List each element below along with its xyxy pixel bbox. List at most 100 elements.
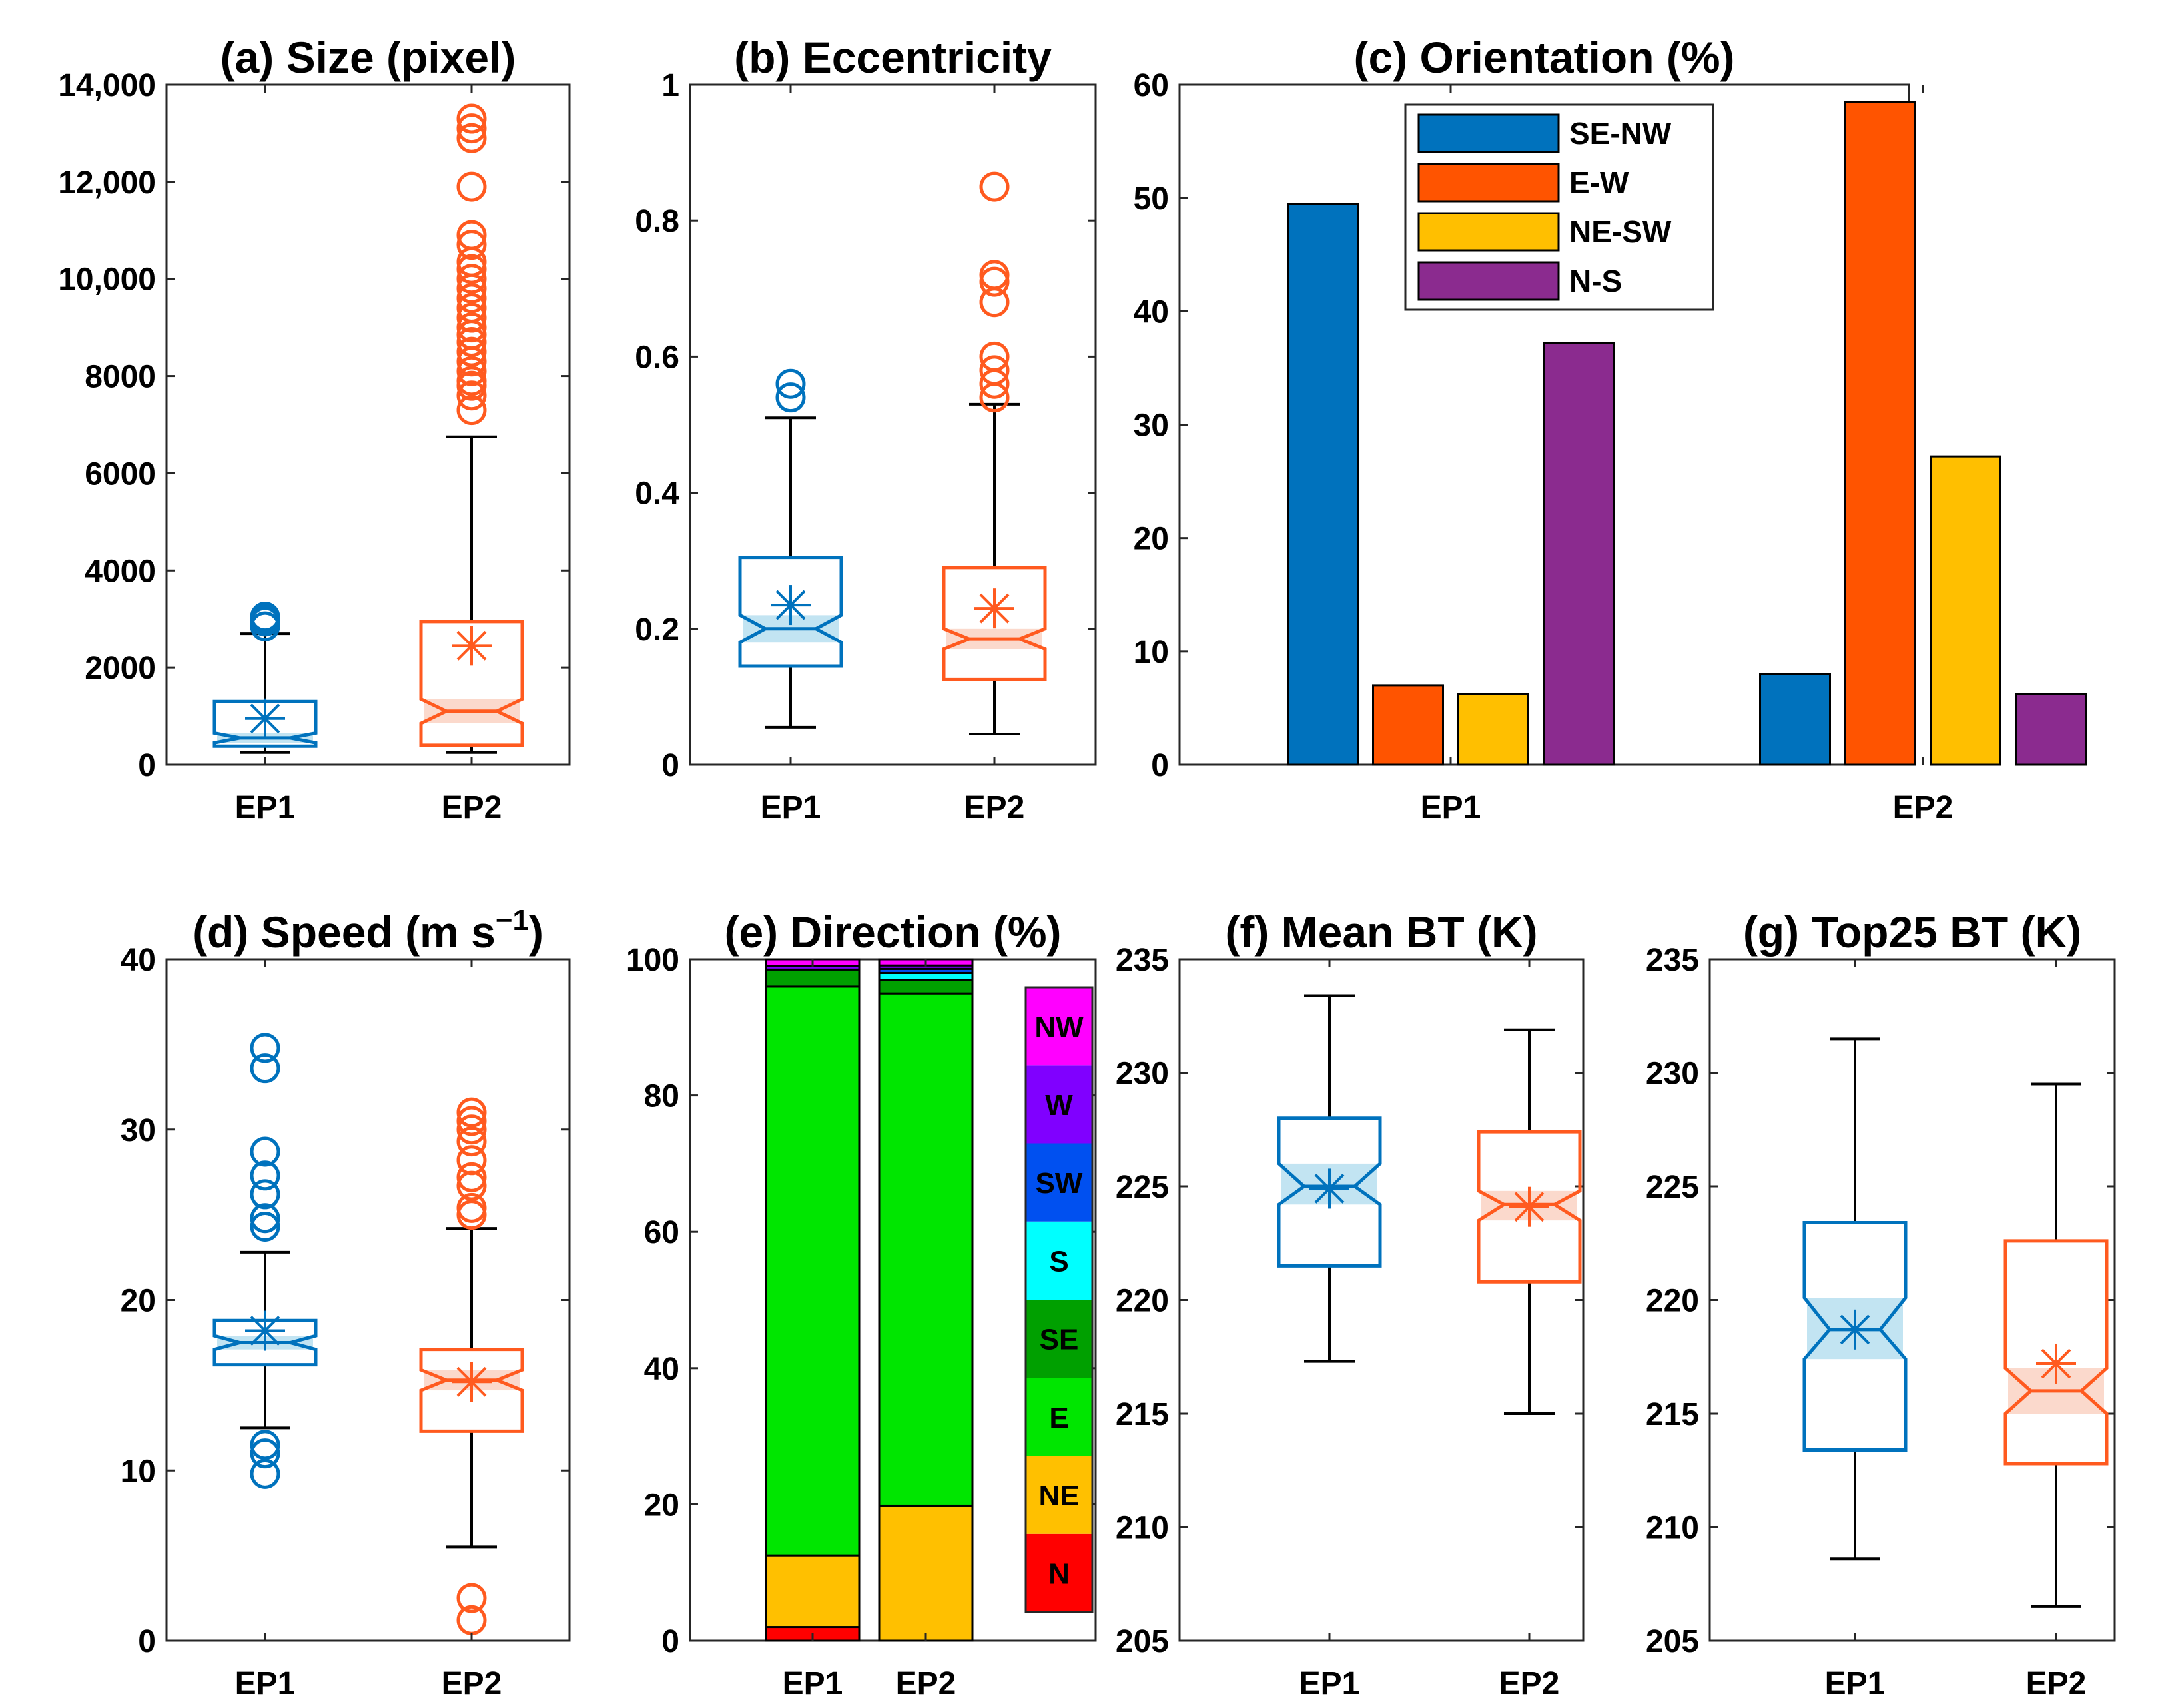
y-tick-label: 235 [1646, 943, 1699, 978]
box-ep2 [1477, 1028, 1582, 1415]
y-tick-label: 205 [1646, 1624, 1699, 1659]
mean-marker [1835, 1309, 1875, 1350]
y-tick-label: 2000 [85, 651, 156, 686]
panel-f-mean-bt: 205 210 215 220 225 230 235 (f) Mean BT (K) EP1 E… [1116, 907, 1585, 1701]
mean-marker-stroke [979, 593, 1010, 624]
y-tick-label: 215 [1646, 1397, 1699, 1432]
outlier-point [250, 1430, 280, 1460]
y-tick-label: 1 [661, 68, 679, 103]
direction-key-label: NW [1034, 1011, 1084, 1044]
outlier-point [456, 292, 487, 323]
y-tick-label: 0 [138, 748, 156, 783]
direction-key-se [1026, 1300, 1092, 1378]
box-ep1 [1277, 994, 1382, 1363]
mean-marker [1509, 1186, 1549, 1227]
outlier-point [456, 1114, 487, 1145]
mean-marker [1309, 1168, 1349, 1209]
box-ep2 [419, 1097, 524, 1635]
legend-label: N-S [1569, 264, 1622, 298]
box-ep2 [2003, 1082, 2109, 1608]
y-tick-label: 210 [1646, 1511, 1699, 1546]
y-tick-label: 225 [1646, 1170, 1699, 1205]
mean-marker [771, 585, 811, 626]
direction-key-label: SW [1036, 1167, 1083, 1200]
bar-n-s-ep1 [1543, 342, 1615, 766]
box-ep1 [212, 1033, 318, 1489]
y-tick-label: 20 [1134, 522, 1169, 557]
y-tick-label: 220 [1116, 1284, 1169, 1319]
box-ep1 [212, 602, 318, 754]
y-tick-label: 12,000 [58, 165, 156, 201]
panel-title: (a) Size (pixel) [220, 33, 516, 82]
outlier-point [456, 123, 487, 153]
outlier-point [979, 260, 1010, 290]
y-tick-label: 230 [1116, 1057, 1169, 1092]
box-body [2003, 1239, 2109, 1466]
outlier-point [250, 1179, 280, 1210]
outlier-point [250, 1212, 280, 1242]
y-tick-label: 10 [1134, 635, 1169, 670]
bar-se-nw-ep1 [1287, 203, 1359, 766]
y-tick-label: 40 [1134, 294, 1169, 330]
outlier-point [456, 356, 487, 386]
outlier-point [979, 355, 1010, 386]
legend-label: SE-NW [1569, 116, 1672, 151]
legend: SE-NW E-W NE-SW N-S [1404, 103, 1714, 311]
y-tick-label: 235 [1116, 943, 1169, 978]
outlier-point [979, 171, 1010, 202]
plot-area-d [165, 958, 571, 1642]
y-tick-label: 0 [138, 1624, 156, 1659]
x-tick-label: EP1 [235, 1666, 296, 1701]
y-tick-label: 60 [644, 1215, 679, 1250]
x-tick-label: EP1 [783, 1666, 843, 1701]
mean-marker [2036, 1343, 2076, 1384]
box-ep2 [942, 171, 1047, 736]
direction-key-nw [1026, 987, 1092, 1066]
bar-e-w-ep2 [1844, 101, 1916, 766]
x-tick-label: EP2 [2026, 1666, 2087, 1701]
stack-se-ep1 [765, 968, 861, 988]
outlier-point [250, 1458, 280, 1489]
bar-e-w-ep1 [1372, 684, 1444, 766]
outlier-point [250, 1203, 280, 1234]
outlier-point [456, 220, 487, 250]
x-tick-label: EP2 [442, 1666, 502, 1701]
panel-a-size: 0 2000 4000 6000 8000 10,000 12,000 14,000 (a) S… [58, 33, 571, 825]
legend-swatch-se-nw [1417, 113, 1560, 153]
direction-key-ne [1026, 1456, 1092, 1534]
mean-marker [452, 1362, 492, 1402]
panel-title: (d) Speed (m s−1) [192, 904, 544, 957]
x-tick-label: EP2 [1499, 1666, 1560, 1701]
outlier-point [456, 1126, 487, 1157]
plot-area-g [1708, 958, 2116, 1642]
stack-s-ep2 [878, 971, 974, 981]
outlier-point [456, 1145, 487, 1176]
x-tick-label: EP2 [964, 790, 1025, 825]
outlier-point [456, 264, 487, 294]
y-tick-label: 215 [1116, 1397, 1169, 1432]
legend-label: NE-SW [1569, 214, 1672, 249]
bar-ne-sw-ep2 [1930, 455, 2001, 766]
bar-n-s-ep2 [2015, 693, 2087, 766]
y-tick-label: 0 [661, 748, 679, 783]
outlier-point [456, 230, 487, 260]
y-tick-label: 4000 [85, 554, 156, 589]
box-body [942, 566, 1047, 681]
direction-key-label: S [1049, 1245, 1068, 1278]
mean-marker [245, 698, 285, 739]
y-tick-label: 230 [1646, 1057, 1699, 1092]
y-tick-label: 30 [121, 1113, 156, 1148]
x-tick-label: EP2 [442, 790, 502, 825]
outlier-point [250, 1033, 280, 1063]
y-tick-label: 50 [1134, 181, 1169, 216]
box-body [419, 620, 524, 747]
direction-key-label: NE [1038, 1480, 1079, 1512]
y-tick-label: 10,000 [58, 262, 156, 298]
y-tick-label: 0.8 [635, 204, 679, 239]
mean-marker [452, 626, 492, 666]
mean-marker-stroke [1514, 1192, 1545, 1222]
panel-g-top25-bt: 205 210 215 220 225 230 235 (g) Top25 BT (K) EP1… [1646, 907, 2116, 1701]
outlier-point [456, 327, 487, 358]
y-tick-label: 210 [1116, 1511, 1169, 1546]
